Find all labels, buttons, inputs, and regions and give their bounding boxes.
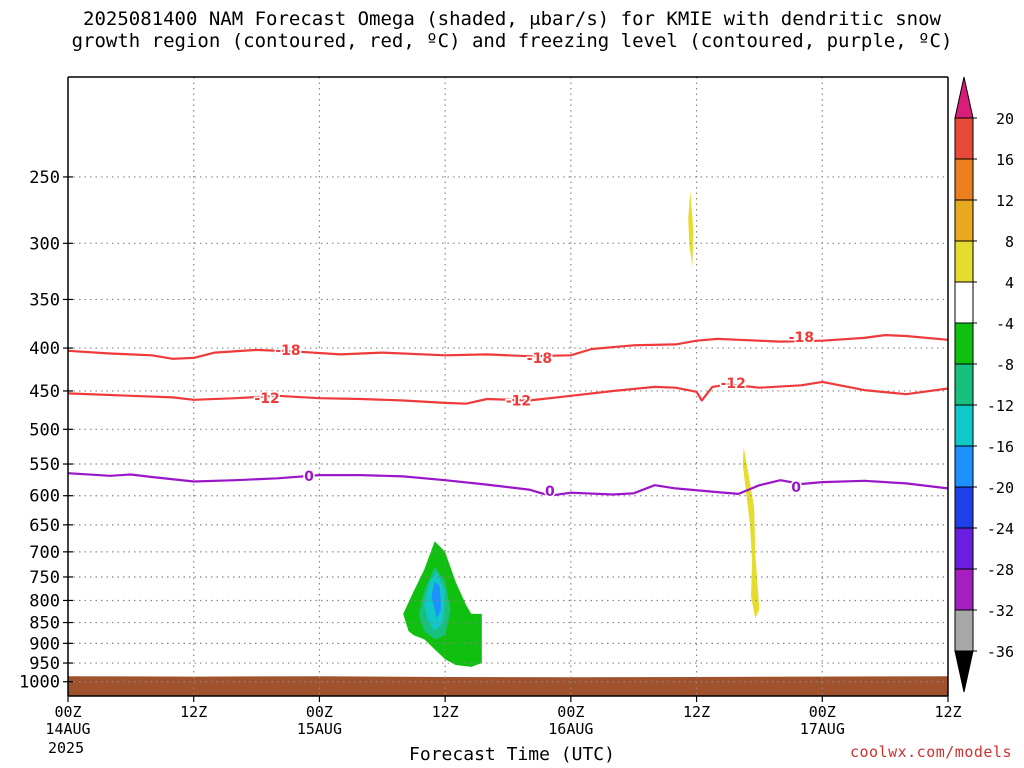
- colorbar: 20 16 12 8 4 -4 -8 -12 -16 -20 -24 -28 -32 -36: [954, 76, 1014, 693]
- y-tick-label-650: 650: [29, 516, 60, 536]
- y-tick-label-500: 500: [29, 420, 60, 440]
- x-tick-label-4: 00Z: [557, 703, 584, 721]
- colorbar-swatch-2: [954, 158, 974, 201]
- colorbar-swatch-8: [954, 404, 974, 447]
- terrain-layer: [68, 676, 948, 696]
- omega-region-5: [742, 447, 760, 619]
- y-tick-label-800: 800: [29, 591, 60, 611]
- chart-title-line2: growth region (contoured, red, ºC) and f…: [71, 30, 953, 52]
- colorbar-label-1: 16: [996, 151, 1014, 169]
- colorbar-label-0: 20: [996, 110, 1014, 128]
- colorbar-label-4: 4: [1005, 274, 1014, 292]
- y-tick-label-900: 900: [29, 634, 60, 654]
- contour-label-0-2: -18: [789, 330, 814, 346]
- x-axis-year-label: 2025: [48, 739, 85, 757]
- axes-layer: 2503003504004505005506006507007508008509…: [19, 76, 962, 738]
- colorbar-swatch-3: [954, 199, 974, 242]
- contour-label-1-0: -12: [254, 391, 279, 407]
- x-axis-label: Forecast Time (UTC): [409, 744, 615, 765]
- y-tick-label-600: 600: [29, 487, 60, 507]
- contour-label-2-1: 0: [545, 484, 555, 500]
- colorbar-swatch-6: [954, 322, 974, 365]
- omega-shading-layer: [403, 191, 760, 667]
- colorbar-label-6: -8: [996, 356, 1014, 374]
- y-tick-label-700: 700: [29, 543, 60, 563]
- colorbar-label-12: -32: [987, 602, 1014, 620]
- colorbar-label-5: -4: [996, 315, 1014, 333]
- x-tick-label-6: 00Z: [809, 703, 836, 721]
- x-tick-label-2: 00Z: [306, 703, 333, 721]
- colorbar-label-3: 8: [1005, 233, 1014, 251]
- colorbar-swatch-14: [954, 650, 974, 693]
- x-tick-label-3: 12Z: [432, 703, 459, 721]
- y-tick-label-400: 400: [29, 339, 60, 359]
- y-tick-label-250: 250: [29, 168, 60, 188]
- colorbar-swatch-5: [954, 281, 974, 324]
- contour-line-0: [67, 472, 949, 497]
- chart-title-line1: 2025081400 NAM Forecast Omega (shaded, μ…: [83, 8, 941, 30]
- colorbar-swatch-7: [954, 363, 974, 406]
- colorbar-label-2: 12: [996, 192, 1014, 210]
- contour-line-m12: [67, 380, 949, 405]
- terrain-fill: [68, 676, 948, 696]
- grid-layer: [68, 77, 948, 696]
- contour-label-2-0: 0: [304, 469, 314, 485]
- x-tick-date-4: 16AUG: [548, 720, 593, 738]
- contour-line-m18: [67, 334, 949, 360]
- chart-title: 2025081400 NAM Forecast Omega (shaded, μ…: [0, 8, 1024, 52]
- colorbar-label-9: -20: [987, 479, 1014, 497]
- y-tick-label-300: 300: [29, 234, 60, 254]
- colorbar-swatch-13: [954, 609, 974, 652]
- y-tick-label-950: 950: [29, 654, 60, 674]
- colorbar-swatch-1: [954, 117, 974, 160]
- colorbar-swatch-11: [954, 527, 974, 570]
- contour-label-1-1: -12: [506, 394, 531, 410]
- contour-label-2-2: 0: [791, 480, 801, 496]
- credit-link[interactable]: coolwx.com/models: [849, 743, 1012, 761]
- contour-label-0-1: -18: [527, 351, 552, 367]
- colorbar-label-10: -24: [987, 520, 1014, 538]
- y-tick-label-450: 450: [29, 382, 60, 402]
- contour-layer: -18 -18 -18 -12 -12 -12 0 0 0: [67, 328, 949, 501]
- x-tick-label-1: 12Z: [180, 703, 207, 721]
- x-tick-label-5: 12Z: [683, 703, 710, 721]
- x-tick-label-0: 00Z: [54, 703, 81, 721]
- colorbar-label-7: -12: [987, 397, 1014, 415]
- colorbar-label-8: -16: [987, 438, 1014, 456]
- y-tick-label-750: 750: [29, 568, 60, 588]
- y-tick-label-1000: 1000: [19, 673, 60, 693]
- colorbar-swatch-9: [954, 445, 974, 488]
- y-tick-label-550: 550: [29, 455, 60, 475]
- contour-label-0-0: -18: [275, 343, 300, 359]
- y-tick-label-350: 350: [29, 290, 60, 310]
- colorbar-swatch-12: [954, 568, 974, 611]
- omega-region-3: [431, 581, 441, 619]
- x-tick-date-2: 15AUG: [297, 720, 342, 738]
- colorbar-label-13: -36: [987, 643, 1014, 661]
- x-tick-date-6: 17AUG: [800, 720, 845, 738]
- omega-region-4: [688, 191, 694, 267]
- x-tick-date-0: 14AUG: [45, 720, 90, 738]
- colorbar-swatch-4: [954, 240, 974, 283]
- colorbar-swatch-10: [954, 486, 974, 529]
- colorbar-label-11: -28: [987, 561, 1014, 579]
- y-tick-label-850: 850: [29, 614, 60, 634]
- x-tick-label-7: 12Z: [934, 703, 961, 721]
- contour-label-1-2: -12: [721, 376, 746, 392]
- colorbar-swatch-0: [954, 76, 974, 119]
